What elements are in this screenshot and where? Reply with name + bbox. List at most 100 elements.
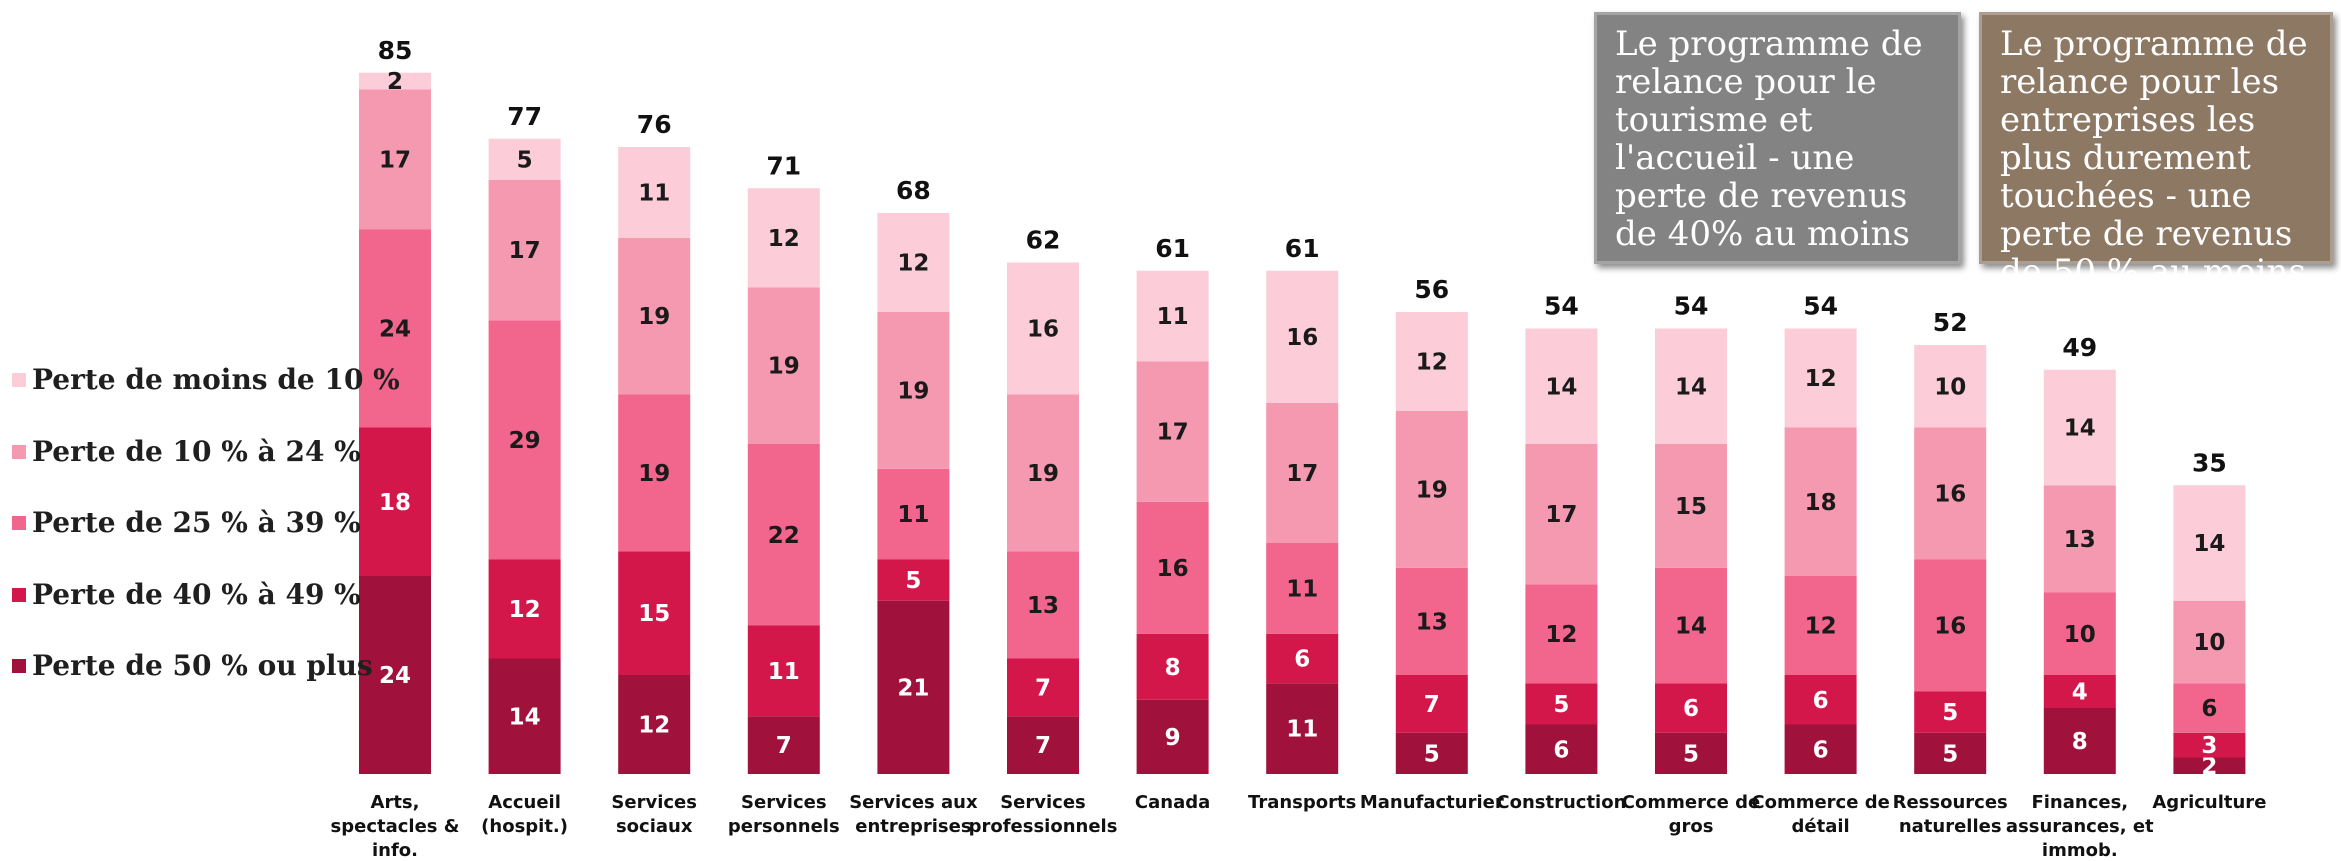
- bar-value-label: 6: [2201, 696, 2217, 722]
- bar-segment: [1655, 683, 1727, 733]
- x-tick-label-line: assurances, et: [2006, 816, 2154, 837]
- x-tick-label-line: Commerce de: [1622, 792, 1760, 813]
- bar-segment: [1136, 270, 1209, 362]
- bar-value-label: 16: [1934, 482, 1966, 508]
- x-tick-label-line: Finances,: [2031, 792, 2128, 813]
- bar-value-label: 13: [1416, 609, 1448, 635]
- legend-label: Perte de 10 % à 24 %: [32, 434, 361, 468]
- x-tick-label-line: spectacles &: [331, 816, 460, 837]
- bar-segment: [1914, 691, 1987, 733]
- bar-segment: [1784, 427, 1857, 576]
- bar-segment: [2173, 757, 2246, 774]
- bar-total-label: 56: [1414, 275, 1449, 304]
- bar-value-label: 14: [1675, 374, 1707, 400]
- bar-segment: [747, 444, 820, 626]
- bar-segment: [747, 716, 820, 774]
- bar-segment: [1525, 724, 1598, 774]
- bar-stack: 8 4 10 13 14 49 Finances, assurances, et immob.: [2006, 333, 2154, 861]
- bar-value-label: 5: [1424, 741, 1440, 767]
- bar-total-label: 61: [1285, 234, 1320, 263]
- bar-segment: [1655, 732, 1727, 774]
- x-tick-label: Arts, spectacles & info.: [331, 792, 460, 861]
- bar-stack: 23 6 10 14 35 Agriculture: [2152, 448, 2266, 813]
- bar-value-label: 17: [1157, 420, 1189, 446]
- bar-segment: [488, 180, 561, 321]
- bar-stack: 14 12 29 17 5 77 Accueil (hospit.): [481, 102, 568, 837]
- x-tick-label: Services aux entreprises: [849, 792, 978, 837]
- bar-value-label: 2: [2201, 754, 2217, 780]
- bar-stack: 24 18 24 17 2 85 Arts, spectacles & info.: [331, 36, 460, 861]
- x-tick-label-line: immob.: [2042, 840, 2118, 861]
- bar-total-label: 54: [1674, 292, 1709, 321]
- bar-value-label: 19: [768, 354, 800, 380]
- bar-value-label: 9: [1165, 725, 1181, 751]
- x-tick-label-line: Services: [1000, 792, 1086, 813]
- bar-value-label: 11: [897, 502, 929, 528]
- bar-value-label: 24: [379, 317, 411, 343]
- bar-segment: [1914, 427, 1987, 560]
- bar-segment: [1655, 328, 1727, 444]
- bar-segment: [1266, 543, 1339, 634]
- bar-segment: [1784, 724, 1857, 774]
- x-tick-label: Services personnels: [728, 792, 840, 837]
- bar-segment: [618, 551, 691, 675]
- bar-segment: [618, 147, 691, 238]
- bar-segment: [1525, 328, 1598, 444]
- bar-total-label: 61: [1155, 234, 1190, 263]
- bar-value-label: 11: [1286, 717, 1318, 743]
- bar-value-label: 6: [1813, 688, 1829, 714]
- x-tick-label: Commerce de détail: [1751, 792, 1889, 837]
- bar-segment: [1655, 444, 1727, 568]
- x-tick-label: Finances, assurances, et immob.: [2006, 792, 2154, 861]
- bar-stack: 5 6 14 15 14 54 Commerce de gros: [1622, 292, 1760, 838]
- bar-segment: [618, 675, 691, 774]
- bar-total-label: 35: [2192, 448, 2227, 477]
- x-tick-label-line: Construction: [1496, 792, 1626, 813]
- x-tick-label-line: Services aux: [849, 792, 978, 813]
- bar-value-label: 5: [517, 147, 533, 173]
- bar-segment: [1266, 683, 1339, 774]
- bar-total-label: 85: [378, 36, 413, 65]
- x-tick-label-line: (hospit.): [481, 816, 568, 837]
- bar-value-label: 24: [379, 663, 411, 689]
- bar-segment: [877, 559, 950, 601]
- bar-value-label: 15: [638, 601, 670, 627]
- x-tick-label-line: Ressources: [1893, 792, 2008, 813]
- x-tick-label-line: info.: [372, 840, 418, 861]
- bar-value-label: 12: [1805, 614, 1837, 640]
- callout-tourism-program: Le programme de relance pour le tourisme…: [1594, 12, 1961, 264]
- bar-stack: 6 5 12 17 14 54 Construction: [1496, 292, 1626, 814]
- bar-segment: [1136, 633, 1209, 700]
- bar-value-label: 6: [1683, 696, 1699, 722]
- bar-total-label: 77: [507, 102, 542, 131]
- bar-segment: [1136, 361, 1209, 502]
- bar-segment: [877, 468, 950, 560]
- bar-value-label: 16: [1027, 317, 1059, 343]
- bar-segment: [1395, 567, 1468, 675]
- bar-value-label: 7: [776, 733, 792, 759]
- bar-value-label: 11: [1286, 576, 1318, 602]
- bar-value-label: 16: [1157, 556, 1189, 582]
- x-tick-label: Commerce de gros: [1622, 792, 1760, 837]
- bar-value-label: 19: [1027, 461, 1059, 487]
- bar-value-label: 22: [768, 523, 800, 549]
- bar-value-label: 6: [1294, 647, 1310, 673]
- x-tick-label-line: naturelles: [1899, 816, 2002, 837]
- bar-segment: [488, 138, 561, 180]
- x-tick-label: Services sociaux: [611, 792, 697, 837]
- legend-swatch: [12, 659, 26, 673]
- bar-value-label: 19: [638, 304, 670, 330]
- bar-segment: [359, 229, 431, 428]
- legend-label: Perte de 40 % à 49 %: [32, 577, 361, 611]
- bar-total-label: 62: [1026, 226, 1061, 255]
- bar-segment: [1266, 270, 1339, 403]
- x-tick-label-line: Manufacturier: [1360, 792, 1504, 813]
- bar-segment: [2173, 683, 2246, 733]
- bar-value-label: 3: [2201, 733, 2217, 759]
- legend-swatch: [12, 587, 26, 602]
- x-tick-label-line: gros: [1669, 816, 1714, 837]
- bar-value-label: 2: [387, 69, 403, 95]
- bar-segment: [747, 287, 820, 444]
- legend-swatch: [12, 373, 26, 387]
- bar-segment: [747, 625, 820, 717]
